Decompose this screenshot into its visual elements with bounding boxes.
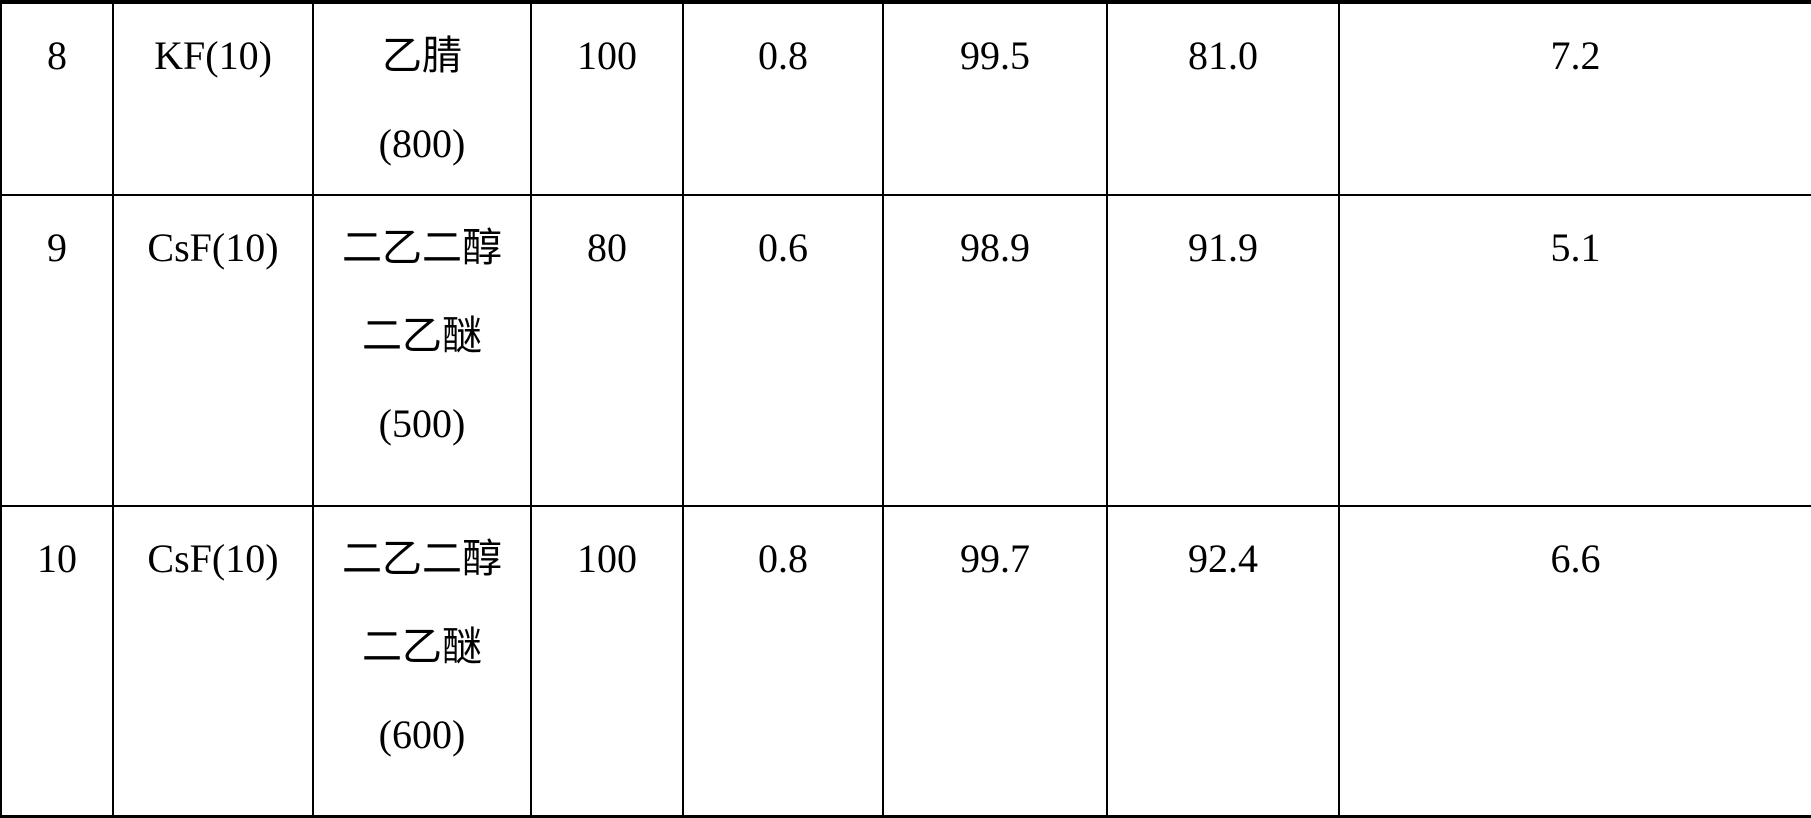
cell-c4: 80 — [531, 195, 683, 506]
cell-c8: 7.2 — [1339, 2, 1811, 195]
cell-c6: 99.7 — [883, 506, 1107, 817]
cell-c7: 91.9 — [1107, 195, 1339, 506]
cell-solvent-line: 二乙二醇 — [318, 515, 526, 603]
cell-cat: KF(10) — [113, 2, 313, 195]
cell-c4: 100 — [531, 2, 683, 195]
cell-solvent-line: 二乙醚 — [318, 603, 526, 691]
table-row: 10 CsF(10) 二乙二醇 二乙醚 (600) 100 0.8 99.7 9… — [1, 506, 1811, 817]
cell-solvent-line: (600) — [318, 691, 526, 779]
cell-c5: 0.8 — [683, 2, 883, 195]
cell-solvent-line: (500) — [318, 380, 526, 468]
cell-solvent: 二乙二醇 二乙醚 (600) — [313, 506, 531, 817]
cell-id: 9 — [1, 195, 113, 506]
cell-solvent-line: (800) — [318, 100, 526, 188]
cell-c7: 81.0 — [1107, 2, 1339, 195]
cell-id: 10 — [1, 506, 113, 817]
cell-cat: CsF(10) — [113, 195, 313, 506]
cell-solvent-line: 二乙醚 — [318, 292, 526, 380]
cell-c7: 92.4 — [1107, 506, 1339, 817]
cell-solvent-line: 二乙二醇 — [318, 204, 526, 292]
table-row: 9 CsF(10) 二乙二醇 二乙醚 (500) 80 0.6 98.9 91.… — [1, 195, 1811, 506]
cell-solvent: 二乙二醇 二乙醚 (500) — [313, 195, 531, 506]
cell-solvent: 乙腈 (800) — [313, 2, 531, 195]
cell-cat: CsF(10) — [113, 506, 313, 817]
table-row: 8 KF(10) 乙腈 (800) 100 0.8 99.5 81.0 7.2 — [1, 2, 1811, 195]
cell-c4: 100 — [531, 506, 683, 817]
cell-solvent-line: 乙腈 — [318, 12, 526, 100]
cell-c8: 6.6 — [1339, 506, 1811, 817]
cell-c5: 0.6 — [683, 195, 883, 506]
data-table: 8 KF(10) 乙腈 (800) 100 0.8 99.5 81.0 7.2 … — [0, 0, 1811, 818]
cell-c6: 99.5 — [883, 2, 1107, 195]
table-body: 8 KF(10) 乙腈 (800) 100 0.8 99.5 81.0 7.2 … — [1, 2, 1811, 817]
cell-id: 8 — [1, 2, 113, 195]
cell-c6: 98.9 — [883, 195, 1107, 506]
cell-c8: 5.1 — [1339, 195, 1811, 506]
table-container: 8 KF(10) 乙腈 (800) 100 0.8 99.5 81.0 7.2 … — [0, 0, 1811, 818]
cell-c5: 0.8 — [683, 506, 883, 817]
